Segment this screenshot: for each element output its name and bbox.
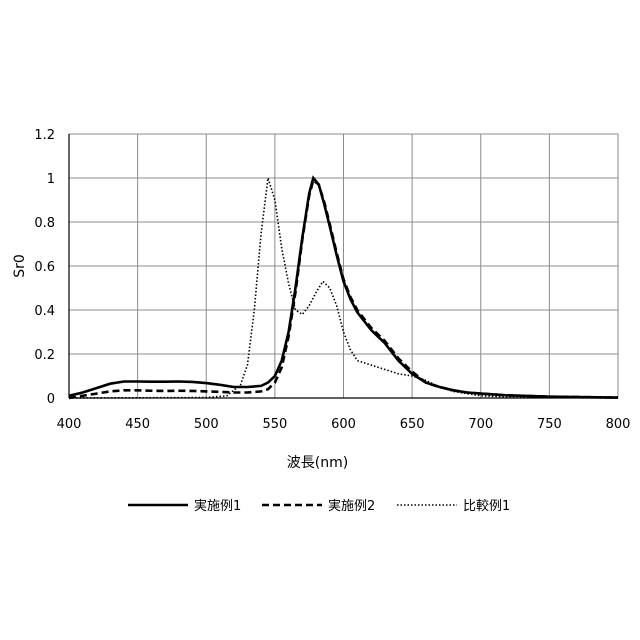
y-tick-label: 0.8 <box>34 216 55 231</box>
legend-label: 実施例1 <box>194 498 241 514</box>
x-tick-label: 600 <box>331 417 356 432</box>
y-tick-label: 0.6 <box>34 260 55 275</box>
x-tick-label: 550 <box>262 417 287 432</box>
legend: 実施例1 実施例2 比較例1 <box>128 498 510 514</box>
legend-label: 比較例1 <box>463 499 510 514</box>
y-axis-title: Sr0 <box>12 254 28 278</box>
y-tick-label: 0 <box>47 392 55 407</box>
y-tick-label: 1.2 <box>34 128 55 143</box>
grid <box>69 134 618 398</box>
x-tick-label: 650 <box>400 417 425 432</box>
legend-item-1: 実施例1 <box>128 498 241 514</box>
x-axis-title: 波長(nm) <box>287 455 348 471</box>
y-tick-label: 0.4 <box>34 304 55 319</box>
legend-item-2: 実施例2 <box>262 498 375 514</box>
y-tick-label: 1 <box>47 172 55 187</box>
x-tick-label: 400 <box>57 417 82 432</box>
x-tick-label: 450 <box>125 417 150 432</box>
x-tick-label: 800 <box>606 417 631 432</box>
legend-item-3: 比較例1 <box>397 499 510 514</box>
legend-label: 実施例2 <box>328 498 375 514</box>
x-tick-label: 500 <box>194 417 219 432</box>
y-tick-label: 0.2 <box>34 348 55 363</box>
x-tick-label: 750 <box>537 417 562 432</box>
tick-labels: 0 0.2 0.4 0.6 0.8 1 1.2 400 450 500 550 600 650 700 75… <box>34 128 630 432</box>
x-tick-label: 700 <box>468 417 493 432</box>
